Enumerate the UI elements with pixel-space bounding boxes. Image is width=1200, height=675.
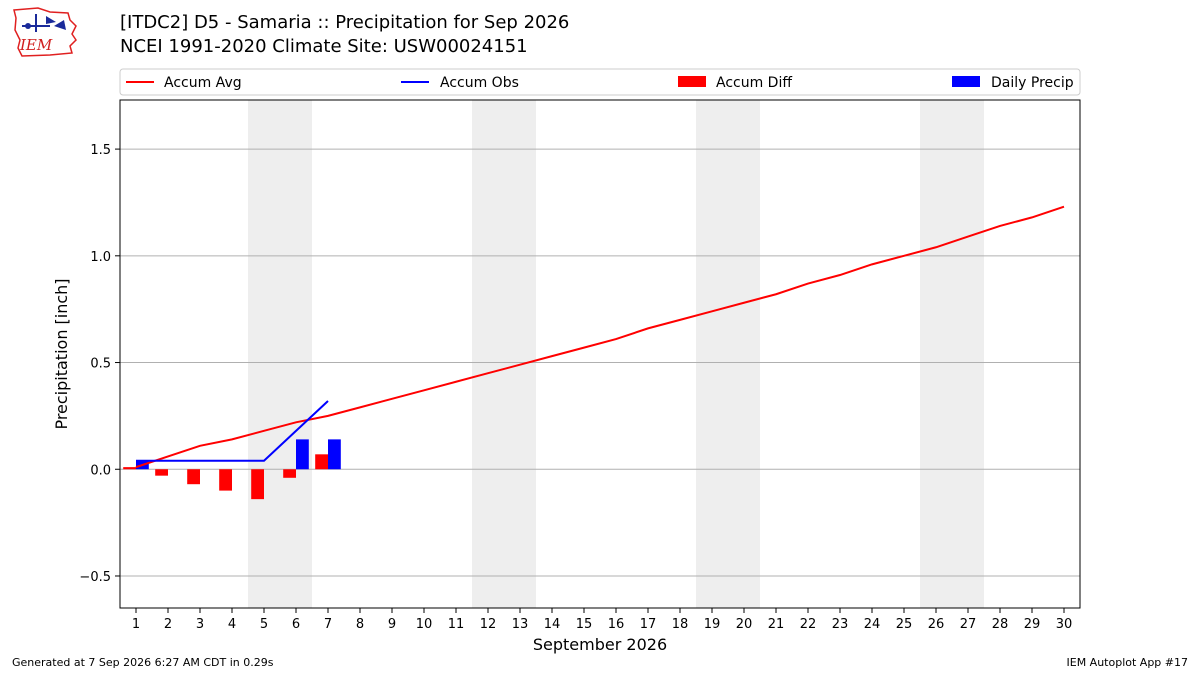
accum-avg-line	[135, 205, 1065, 469]
daily-precip-bar	[296, 439, 309, 470]
accum-diff-bar	[155, 469, 168, 476]
x-tick-label: 19	[704, 617, 721, 632]
weekend-shading	[248, 100, 984, 608]
accum-diff-bar	[123, 467, 136, 470]
app-credit: IEM Autoplot App #17	[1066, 656, 1189, 669]
gridlines	[120, 148, 1080, 577]
accum-diff-bar	[251, 469, 264, 500]
legend-box	[119, 68, 1081, 96]
y-tick-label: 1.0	[90, 250, 111, 265]
x-tick-label: 25	[896, 617, 913, 632]
accum-diff-bar	[283, 469, 296, 478]
x-tick-label: 18	[672, 617, 689, 632]
y-axis-label: Precipitation [inch]	[52, 278, 71, 429]
x-tick-label: 29	[1024, 617, 1041, 632]
y-tick-label: 1.5	[90, 143, 111, 158]
accum-diff-bar	[187, 469, 200, 485]
x-tick-label: 4	[228, 617, 236, 632]
chart-subtitle: NCEI 1991-2020 Climate Site: USW00024151	[120, 36, 528, 57]
x-tick-label: 28	[992, 617, 1009, 632]
iem-logo: IEM	[13, 7, 77, 57]
x-tick-label: 12	[480, 617, 497, 632]
legend-label: Accum Avg	[164, 75, 242, 91]
legend: Accum Avg Accum Obs Accum Diff Daily Precip	[119, 68, 1081, 96]
x-tick-label: 16	[608, 617, 625, 632]
logo-text: IEM	[19, 36, 53, 54]
x-tick-label: 1	[132, 617, 140, 632]
x-axis-label: September 2026	[533, 635, 667, 654]
legend-swatch-box	[952, 76, 980, 87]
legend-swatch-box	[678, 76, 706, 87]
accum-diff-bar	[219, 469, 232, 491]
x-tick-label: 22	[800, 617, 817, 632]
legend-label: Accum Diff	[716, 75, 792, 91]
x-tick-label: 23	[832, 617, 849, 632]
x-tick-label: 10	[416, 617, 433, 632]
y-tick-label: 0.5	[90, 357, 111, 372]
plot-frame	[119, 99, 1081, 609]
x-tick-label: 6	[292, 617, 300, 632]
x-tick-label: 26	[928, 617, 945, 632]
x-tick-label: 7	[324, 617, 332, 632]
x-tick-label: 3	[196, 617, 204, 632]
y-tick-label: −0.5	[79, 570, 111, 585]
shaded-band	[472, 100, 536, 608]
x-tick-label: 27	[960, 617, 977, 632]
shaded-band	[920, 100, 984, 608]
chart-title: [ITDC2] D5 - Samaria :: Precipitation fo…	[120, 12, 570, 33]
x-tick-label: 14	[544, 617, 561, 632]
x-tick-label: 11	[448, 617, 465, 632]
lines	[135, 205, 1065, 469]
x-tick-label: 24	[864, 617, 881, 632]
x-tick-label: 30	[1056, 617, 1073, 632]
y-axis-ticks: −0.5 0.0 0.5 1.0 1.5	[79, 143, 120, 585]
x-tick-label: 13	[512, 617, 529, 632]
shaded-band	[696, 100, 760, 608]
legend-label: Daily Precip	[991, 75, 1074, 91]
generated-timestamp: Generated at 7 Sep 2026 6:27 AM CDT in 0…	[12, 656, 274, 669]
x-tick-label: 5	[260, 617, 268, 632]
x-tick-label: 21	[768, 617, 785, 632]
x-tick-label: 20	[736, 617, 753, 632]
x-axis-ticks: 1 2 3 4 5 6 7 8 9 10 11 12 13 14 15 16 17 18 19 20 21 22 23 24 2…	[132, 608, 1072, 632]
accum-obs-line	[136, 400, 329, 462]
legend-label: Accum Obs	[440, 75, 519, 91]
x-tick-label: 8	[356, 617, 364, 632]
x-tick-label: 2	[164, 617, 172, 632]
x-tick-label: 15	[576, 617, 593, 632]
accum-diff-bar	[315, 454, 328, 470]
x-tick-label: 9	[388, 617, 396, 632]
daily-precip-bar	[328, 439, 341, 470]
x-tick-label: 17	[640, 617, 657, 632]
y-tick-label: 0.0	[90, 463, 111, 478]
shaded-band	[248, 100, 312, 608]
